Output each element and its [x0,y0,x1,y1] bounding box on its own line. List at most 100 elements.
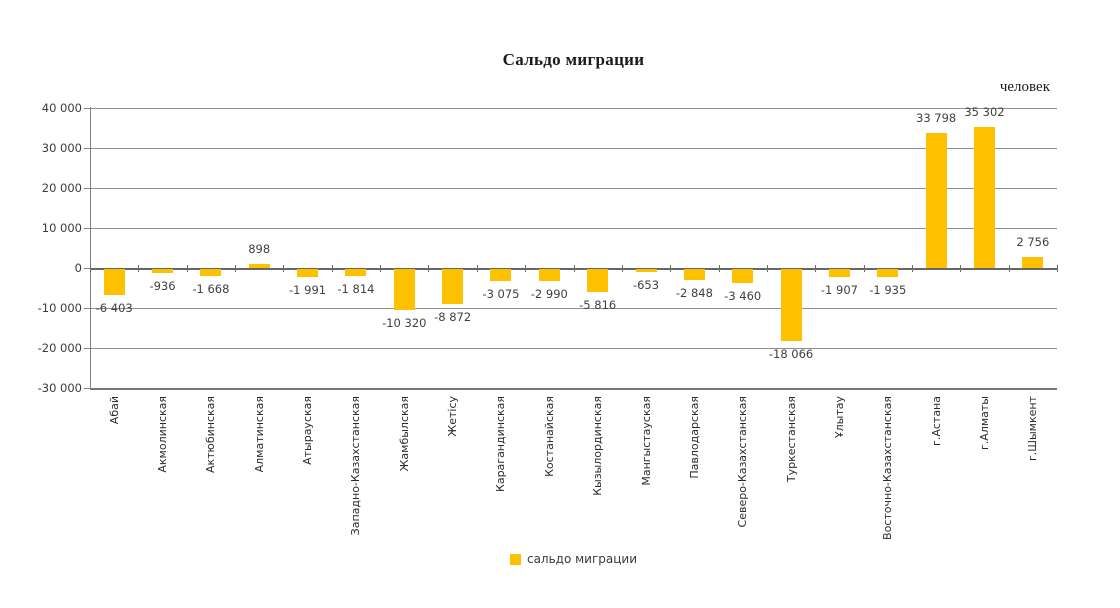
y-axis-tick [84,228,90,229]
y-axis-tick [84,308,90,309]
category-axis-tick [1008,265,1010,272]
category-label: Абай [107,396,121,425]
category-axis-tick [525,265,527,272]
bar [442,269,464,305]
category-label: Восточно-Казахстанская [881,396,895,540]
category-axis-tick [766,265,768,272]
value-label: -3 460 [724,288,762,303]
bar [683,269,705,281]
category-label: Актюбинская [204,396,218,474]
category-axis-tick [621,265,623,272]
y-axis-label: 10 000 [41,220,82,235]
category-axis-tick [90,265,91,272]
value-label: -1 814 [337,282,375,297]
category-axis-tick [186,265,188,272]
axis-unit-label: человек [999,79,1050,95]
legend-color-swatch [509,553,521,565]
value-label: -1 668 [192,281,230,296]
bar [200,269,222,276]
gridline [90,388,1057,390]
bar [490,269,512,282]
value-label: -3 075 [482,287,520,302]
category-axis-tick [573,265,575,272]
category-label: г.Астана [929,396,943,446]
bar [828,269,850,277]
value-label: -5 816 [579,298,617,313]
chart-legend: сальдо миграции [90,552,1057,566]
gridline [90,108,1057,109]
category-label: Жетісу [446,396,460,437]
bar [345,269,367,277]
category-axis-tick [331,265,333,272]
value-label: -2 990 [530,286,568,301]
bar [732,269,754,283]
category-axis-tick [138,265,140,272]
legend-series-label: сальдо миграции [526,552,638,566]
y-axis-tick [84,348,90,349]
y-axis-tick [84,388,90,389]
category-label: Кызылординская [591,396,605,496]
y-axis-label: -20 000 [37,340,82,355]
y-axis-label: 0 [74,260,82,275]
y-axis-label: 30 000 [41,140,82,155]
y-axis-label: -10 000 [37,300,82,315]
bar [103,269,125,295]
category-axis-tick [815,265,817,272]
category-label: Туркестанская [784,396,798,483]
gridline [90,348,1057,349]
category-axis-tick [428,265,430,272]
category-label: Жамбылская [397,396,411,472]
y-axis-tick [84,148,90,149]
category-label: Западно-Казахстанская [349,396,363,536]
value-label: -1 935 [869,282,907,297]
category-axis-tick [283,265,285,272]
category-axis-tick [670,265,672,272]
y-axis-tick [84,268,90,269]
value-label: 35 302 [964,104,1005,119]
bar [297,269,319,277]
category-label: г.Шымкент [1026,396,1040,462]
y-axis-line [90,107,91,389]
bar [587,269,609,293]
category-axis-tick [863,265,865,272]
value-label: -18 066 [768,347,814,362]
y-axis-label: -30 000 [37,380,82,395]
y-axis-label: 20 000 [41,180,82,195]
category-label: Акмолинская [156,396,170,473]
category-label: Алматинская [252,396,266,473]
y-axis-tick [84,188,90,189]
value-label: -2 848 [675,286,713,301]
y-axis-label: 40 000 [41,100,82,115]
bar [973,126,995,268]
value-label: -6 403 [95,300,133,315]
category-axis-tick [476,265,478,272]
value-label: 33 798 [916,110,957,125]
bar [393,269,415,311]
gridline [90,188,1057,189]
gridline [90,148,1057,149]
category-axis-tick [718,265,720,272]
value-label: -1 991 [289,282,327,297]
value-label: 2 756 [1016,234,1050,249]
category-axis-tick [1057,265,1058,272]
category-label: г.Алматы [977,396,991,450]
value-label: -653 [632,277,660,292]
value-label: 898 [248,242,271,257]
bar [877,269,899,277]
bar [925,132,947,268]
bar [538,269,560,281]
category-axis-tick [235,265,237,272]
value-label: -936 [149,278,176,293]
category-label: Ұлытау [832,396,846,439]
gridline [90,308,1057,309]
y-axis-tick [84,108,90,109]
category-axis-tick [960,265,962,272]
value-label: -10 320 [382,316,427,331]
category-axis-tick [911,265,913,272]
bar [635,269,657,272]
bar [248,264,270,268]
category-label: Павлодарская [687,396,701,479]
value-label: -1 907 [820,282,858,297]
category-label: Северо-Казахстанская [736,396,750,528]
